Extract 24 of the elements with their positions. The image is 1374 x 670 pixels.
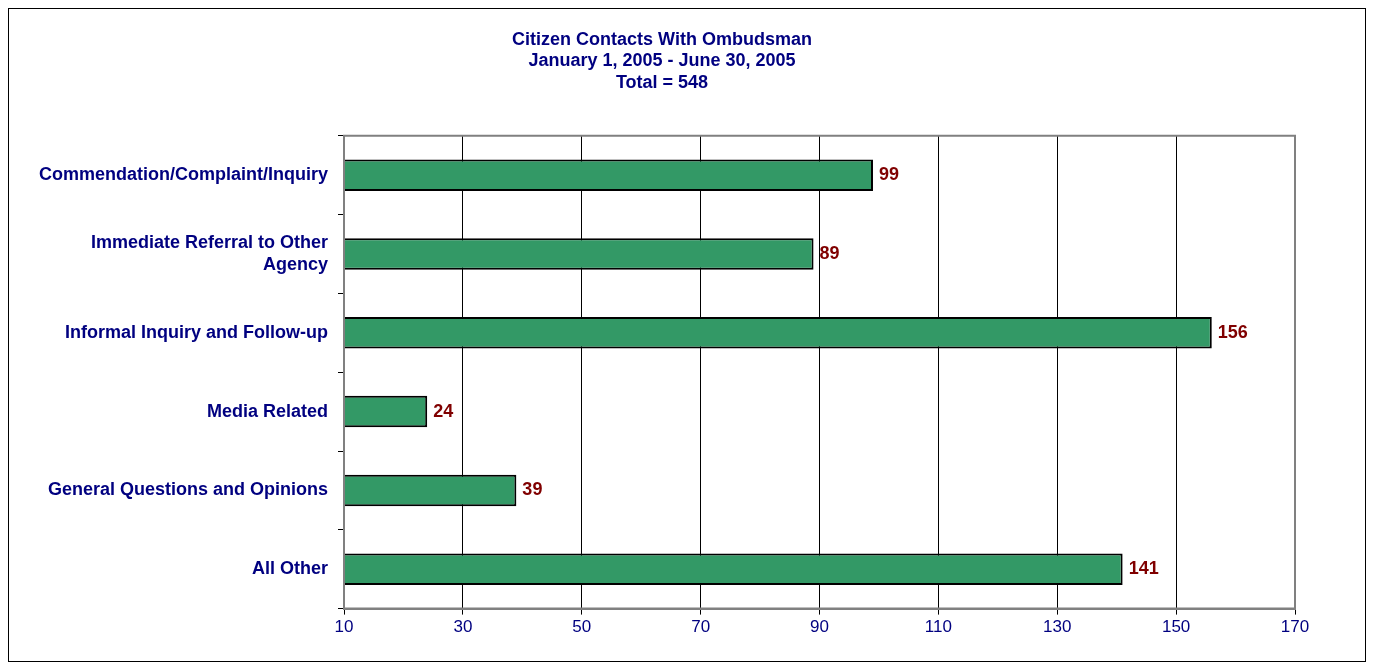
x-tick-label: 130 xyxy=(1043,617,1072,637)
x-tick-label: 170 xyxy=(1280,617,1310,637)
x-tick-label: 70 xyxy=(691,617,711,637)
x-tick-label: 150 xyxy=(1161,617,1191,637)
y-tick-label: Commendation/Complaint/Inquiry xyxy=(38,164,328,185)
x-tick-label: 10 xyxy=(334,617,354,637)
chart-title: Citizen Contacts With Ombudsman xyxy=(512,28,812,49)
chart-subtitle: January 1, 2005 - June 30, 2005 xyxy=(528,50,796,71)
data-label: 24 xyxy=(433,400,454,421)
data-label: 156 xyxy=(1217,321,1248,342)
data-label: 99 xyxy=(878,164,900,185)
y-tick-label: General Questions and Opinions xyxy=(47,479,328,500)
y-tick-label: Media Related xyxy=(206,400,328,421)
y-tick-label: Informal Inquiry and Follow-up xyxy=(65,321,328,342)
x-tick-label: 50 xyxy=(572,617,592,637)
data-label: 141 xyxy=(1128,558,1159,579)
y-tick-label: Immediate Referral to Other Agency xyxy=(90,232,328,274)
data-label: 39 xyxy=(522,479,543,500)
data-label: 89 xyxy=(819,242,840,263)
y-tick-label: All Other xyxy=(251,558,328,579)
x-tick-label: 30 xyxy=(453,617,473,637)
x-tick-label: 110 xyxy=(924,617,952,637)
x-tick-label: 90 xyxy=(810,617,829,637)
text: Total = 548 xyxy=(615,71,709,92)
